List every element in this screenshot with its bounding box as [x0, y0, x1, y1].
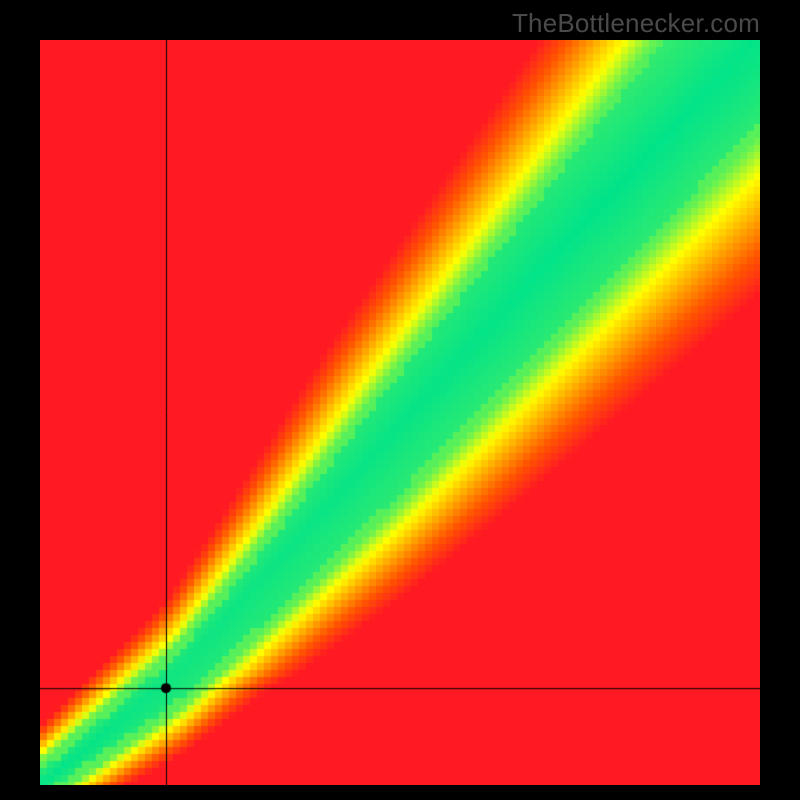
watermark-text: TheBottlenecker.com: [512, 8, 760, 39]
bottleneck-heatmap: [40, 40, 760, 785]
chart-container: TheBottlenecker.com: [0, 0, 800, 800]
